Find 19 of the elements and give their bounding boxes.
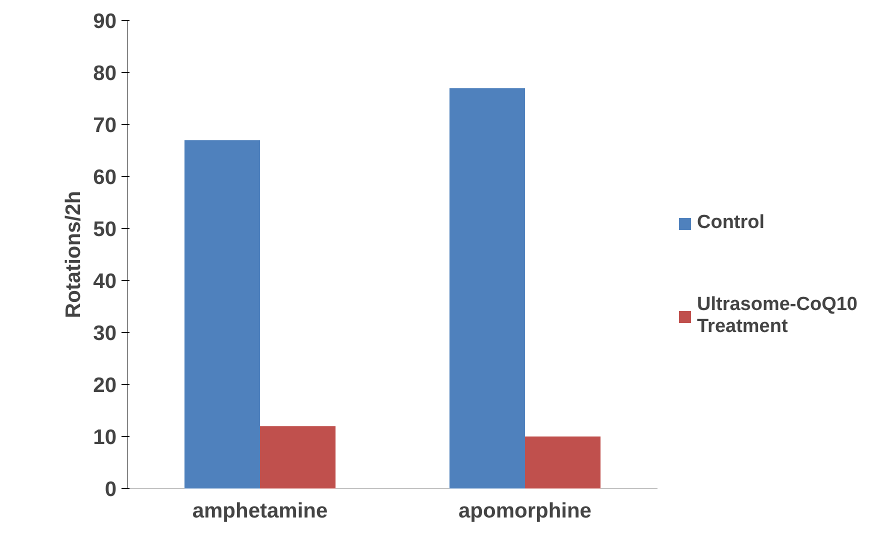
y-tick-label: 10 <box>93 426 116 449</box>
y-tick-label: 80 <box>93 62 116 85</box>
y-tick-label: 0 <box>104 478 117 501</box>
y-tick-label: 70 <box>93 114 116 137</box>
y-tick-label: 50 <box>93 218 116 241</box>
y-tick-label: 40 <box>93 270 116 293</box>
y-tick-label: 20 <box>93 374 116 397</box>
y-tick-label: 60 <box>93 166 116 189</box>
y-tick-label: 30 <box>93 322 116 345</box>
legend-label: Ultrasome-CoQ10 Treatment <box>697 294 858 338</box>
y-axis-title: Rotations/2h <box>62 190 86 318</box>
bar <box>449 88 525 488</box>
x-tick-label: apomorphine <box>458 500 592 522</box>
bar <box>184 140 260 488</box>
bar <box>260 426 336 488</box>
bar <box>525 436 601 488</box>
legend-label: Control <box>697 212 765 234</box>
x-tick-label: amphetamine <box>192 500 328 522</box>
y-tick-label: 90 <box>93 10 116 33</box>
